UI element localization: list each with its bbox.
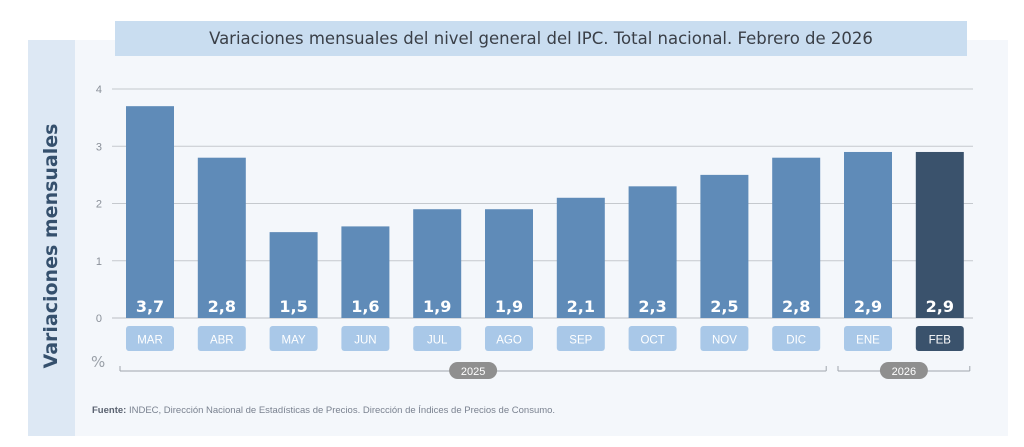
bar-value-label: 1,9 bbox=[495, 297, 523, 316]
bar-value-label: 2,1 bbox=[567, 297, 595, 316]
bar-value-label: 1,6 bbox=[351, 297, 379, 316]
year-pill bbox=[879, 362, 928, 379]
chart-title: Variaciones mensuales del nivel general … bbox=[115, 21, 967, 56]
bar-value-label: 3,7 bbox=[136, 297, 164, 316]
month-tab bbox=[413, 326, 462, 351]
bar bbox=[844, 151, 892, 318]
x-tick-label: JUL bbox=[427, 335, 448, 347]
y-axis-band bbox=[28, 40, 75, 436]
x-tick-label: DIC bbox=[786, 335, 806, 347]
source-note: Fuente: INDEC, Dirección Nacional de Est… bbox=[92, 405, 555, 416]
x-tick-label: MAY bbox=[282, 335, 306, 347]
source-text: INDEC, Dirección Nacional de Estadística… bbox=[126, 405, 556, 416]
year-pill bbox=[449, 362, 498, 379]
bar bbox=[341, 226, 390, 318]
x-tick-label: AGO bbox=[496, 335, 522, 347]
bar bbox=[700, 174, 749, 318]
bar-value-label: 2,9 bbox=[854, 297, 882, 316]
bar bbox=[556, 197, 605, 318]
month-tab bbox=[844, 326, 892, 351]
bar bbox=[628, 186, 677, 318]
x-tick-label: SEP bbox=[569, 335, 592, 347]
y-tick-label: 0 bbox=[96, 313, 102, 325]
bar-value-label: 2,8 bbox=[782, 297, 810, 316]
y-tick-label: 3 bbox=[96, 141, 102, 153]
bar bbox=[772, 157, 821, 318]
bar-value-label: 2,3 bbox=[638, 297, 666, 316]
month-tab bbox=[341, 326, 390, 351]
month-tab bbox=[269, 326, 318, 351]
month-tab bbox=[915, 326, 964, 351]
x-tick-label: OCT bbox=[640, 335, 664, 347]
x-tick-label: ABR bbox=[210, 335, 234, 347]
bar bbox=[126, 106, 174, 318]
source-label: Fuente: bbox=[92, 405, 127, 416]
x-tick-label: JUN bbox=[354, 335, 376, 347]
bar-value-label: 1,5 bbox=[279, 297, 307, 316]
bar bbox=[197, 157, 246, 318]
y-tick-label: 2 bbox=[96, 199, 102, 211]
bar bbox=[269, 232, 318, 318]
bar bbox=[413, 209, 462, 318]
bar bbox=[915, 151, 964, 318]
bar-value-label: 2,5 bbox=[710, 297, 738, 316]
y-unit-label: % bbox=[91, 353, 105, 371]
month-tab bbox=[628, 326, 677, 351]
month-tab bbox=[700, 326, 749, 351]
month-tab bbox=[126, 326, 174, 351]
month-tab bbox=[772, 326, 821, 351]
month-tab bbox=[197, 326, 246, 351]
bar-value-label: 2,8 bbox=[208, 297, 236, 316]
x-tick-label: NOV bbox=[712, 335, 737, 347]
year-label: 2025 bbox=[461, 366, 485, 378]
y-tick-label: 4 bbox=[96, 84, 102, 96]
month-tab bbox=[485, 326, 533, 351]
year-label: 2026 bbox=[892, 366, 916, 378]
x-tick-label: MAR bbox=[137, 335, 163, 347]
x-tick-label: ENE bbox=[856, 335, 880, 347]
bar bbox=[485, 209, 533, 318]
x-tick-label: FEB bbox=[929, 335, 952, 347]
month-tab bbox=[556, 326, 605, 351]
y-tick-label: 1 bbox=[96, 256, 102, 268]
bar-value-label: 1,9 bbox=[423, 297, 451, 316]
bar-value-label: 2,9 bbox=[926, 297, 954, 316]
